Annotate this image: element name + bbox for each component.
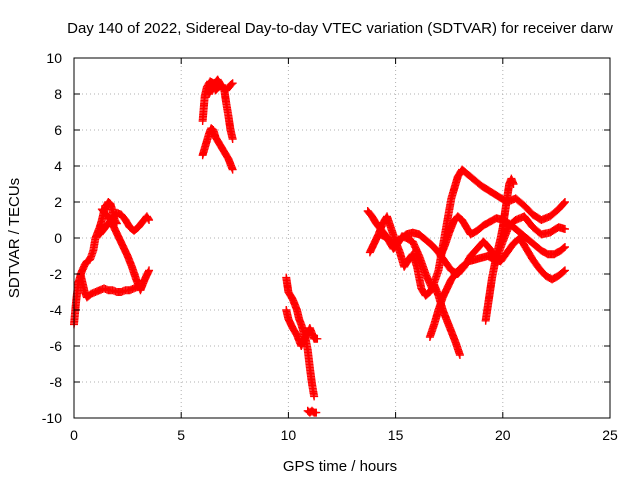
data-point-fill [560,199,569,208]
data-point [560,266,569,275]
data-point [228,135,237,143]
x-tick-label: 20 [495,427,511,443]
data-point [145,266,154,275]
series-arc-6 [205,75,237,98]
series-arc-7 [198,124,237,174]
y-tick-label: -4 [50,302,63,318]
x-tick-label: 15 [388,427,404,443]
x-tick-label: 5 [177,427,185,443]
y-tick-label: 6 [54,122,62,138]
y-tick-label: -2 [50,266,63,282]
data-point [228,79,237,88]
data-point-fill [559,243,568,252]
y-tick-label: 10 [46,50,62,66]
data-point [312,408,321,417]
data-points [70,75,569,417]
data-point [560,225,569,233]
data-point [310,392,319,401]
data-point [509,180,518,188]
chart-title: Day 140 of 2022, Sidereal Day-to-day VTE… [67,20,613,37]
y-tick-label: 4 [54,158,62,174]
series-arc-9 [282,306,322,350]
series-arc-12 [365,212,464,359]
series-arc-10 [303,406,321,417]
data-point-fill [559,267,568,276]
plot-frame [73,57,611,419]
y-tick-label: -8 [50,374,63,390]
data-point [455,351,464,359]
y-tick-label: -10 [42,410,62,426]
gridlines [74,58,610,418]
data-point [228,165,237,174]
data-point-fill [227,80,236,89]
series-arc-5 [198,77,237,143]
series-arc-4 [97,205,154,295]
x-tick-label: 10 [281,427,297,443]
x-tick-label: 25 [602,427,618,443]
data-point [560,243,569,251]
series-arc-2 [76,270,143,302]
series-arc-14 [425,234,569,341]
data-point [560,198,569,206]
x-axis-label: GPS time / hours [283,458,397,475]
data-point-fill [144,214,153,223]
axis-ticks: 0 5 10 15 20 25 -10 -8 -6 -4 -2 0 2 4 6 8 10 [42,50,618,443]
y-axis-label: SDTVAR / TECUs [6,178,23,298]
y-tick-label: 8 [54,86,62,102]
y-tick-label: -6 [50,338,63,354]
data-point [313,334,322,343]
series-arc-15 [436,212,569,260]
data-point [145,216,154,224]
x-tick-label: 0 [70,427,78,443]
y-tick-label: 0 [54,230,62,246]
y-tick-label: 2 [54,194,62,210]
series-arc-16 [481,174,518,325]
